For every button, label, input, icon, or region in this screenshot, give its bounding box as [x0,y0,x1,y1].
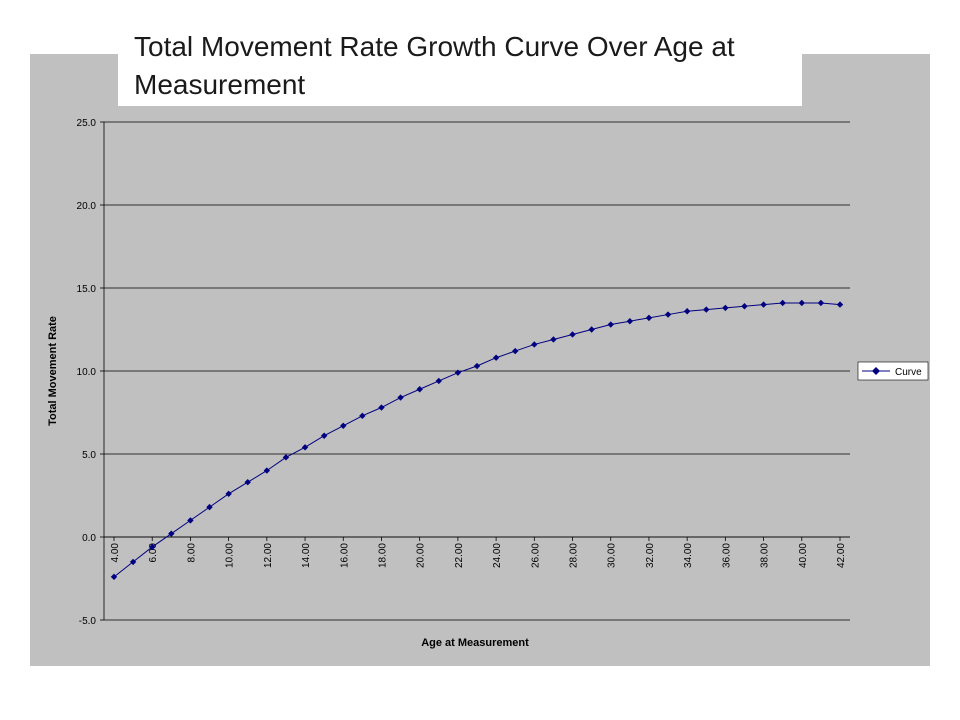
x-tick-label: 20.00 [416,543,427,568]
x-tick-label: 26.00 [530,543,541,568]
y-tick-label: 25.0 [77,118,97,129]
legend-marker [872,367,880,375]
x-tick-label: 6.00 [148,543,159,563]
data-point [282,454,290,461]
x-tick-label: 18.00 [377,543,388,568]
data-point [129,558,137,566]
chart-title: Total Movement Rate Growth Curve Over Ag… [118,22,802,106]
x-tick-label: 32.00 [645,543,656,568]
data-point [416,386,423,393]
data-point [435,377,442,385]
data-point [301,444,309,451]
data-point [798,299,805,307]
legend: Curve [857,361,929,381]
data-point [645,314,653,322]
data-point [206,503,213,511]
chart-background [30,54,930,666]
x-tick-label: 10.00 [225,543,236,568]
data-point [683,308,691,315]
y-tick-label: 0.0 [82,533,96,544]
legend-box [857,361,929,381]
y-tick-label: 15.0 [77,284,97,295]
x-tick-label: 40.00 [798,543,809,568]
data-point [626,318,634,325]
x-tick-label: 30.00 [607,543,618,568]
x-axis-title: Age at Measurement [421,637,529,649]
data-point [492,354,500,361]
legend-label: Curve [895,367,922,378]
x-tick-label: 42.00 [836,543,847,568]
x-tick-label: 34.00 [683,543,694,568]
data-point [760,301,767,308]
data-point [664,311,672,318]
data-point [187,517,194,524]
data-point [741,303,748,310]
data-point [454,369,462,376]
y-tick-label: 5.0 [82,450,96,461]
y-tick-label: 20.0 [77,201,97,212]
data-point [397,394,404,401]
axes [100,121,850,621]
data-point [550,336,557,343]
data-point [225,490,232,498]
data-point [320,432,328,439]
data-point [607,321,614,328]
data-point [531,341,538,348]
x-tick-label: 8.00 [186,543,197,563]
y-axis-title: Total Movement Rate [47,316,59,426]
data-point [359,412,366,420]
data-point [512,347,519,355]
data-point [149,543,156,551]
data-point [836,301,844,308]
x-tick-label: 38.00 [760,543,771,568]
data-point [569,331,576,338]
x-tick-label: 24.00 [492,543,503,568]
x-tick-label: 12.00 [263,543,274,568]
x-tick-label: 22.00 [454,543,465,568]
x-tick-label: 28.00 [569,543,580,568]
x-tick-label: 36.00 [721,543,732,568]
x-tick-label: 16.00 [339,543,350,568]
data-point [168,530,175,537]
data-point [703,306,710,313]
data-point [817,299,825,307]
x-tick-label: 14.00 [301,543,312,568]
data-point [722,304,729,312]
series-curve [110,299,844,581]
tick-labels: -5.0 0.0 5.0 10.0 15.0 20.0 25.0 4.00 6.00 8.00 10… [77,118,847,627]
data-point [244,479,251,486]
y-tick-label: -5.0 [79,616,97,627]
data-point [340,422,347,429]
data-point [588,326,595,333]
data-point [473,362,481,370]
y-tick-label: 10.0 [77,367,97,378]
data-point [378,404,385,411]
data-point [110,573,118,581]
data-point [779,299,786,307]
data-point [263,467,271,474]
x-tick-label: 4.00 [110,543,121,563]
